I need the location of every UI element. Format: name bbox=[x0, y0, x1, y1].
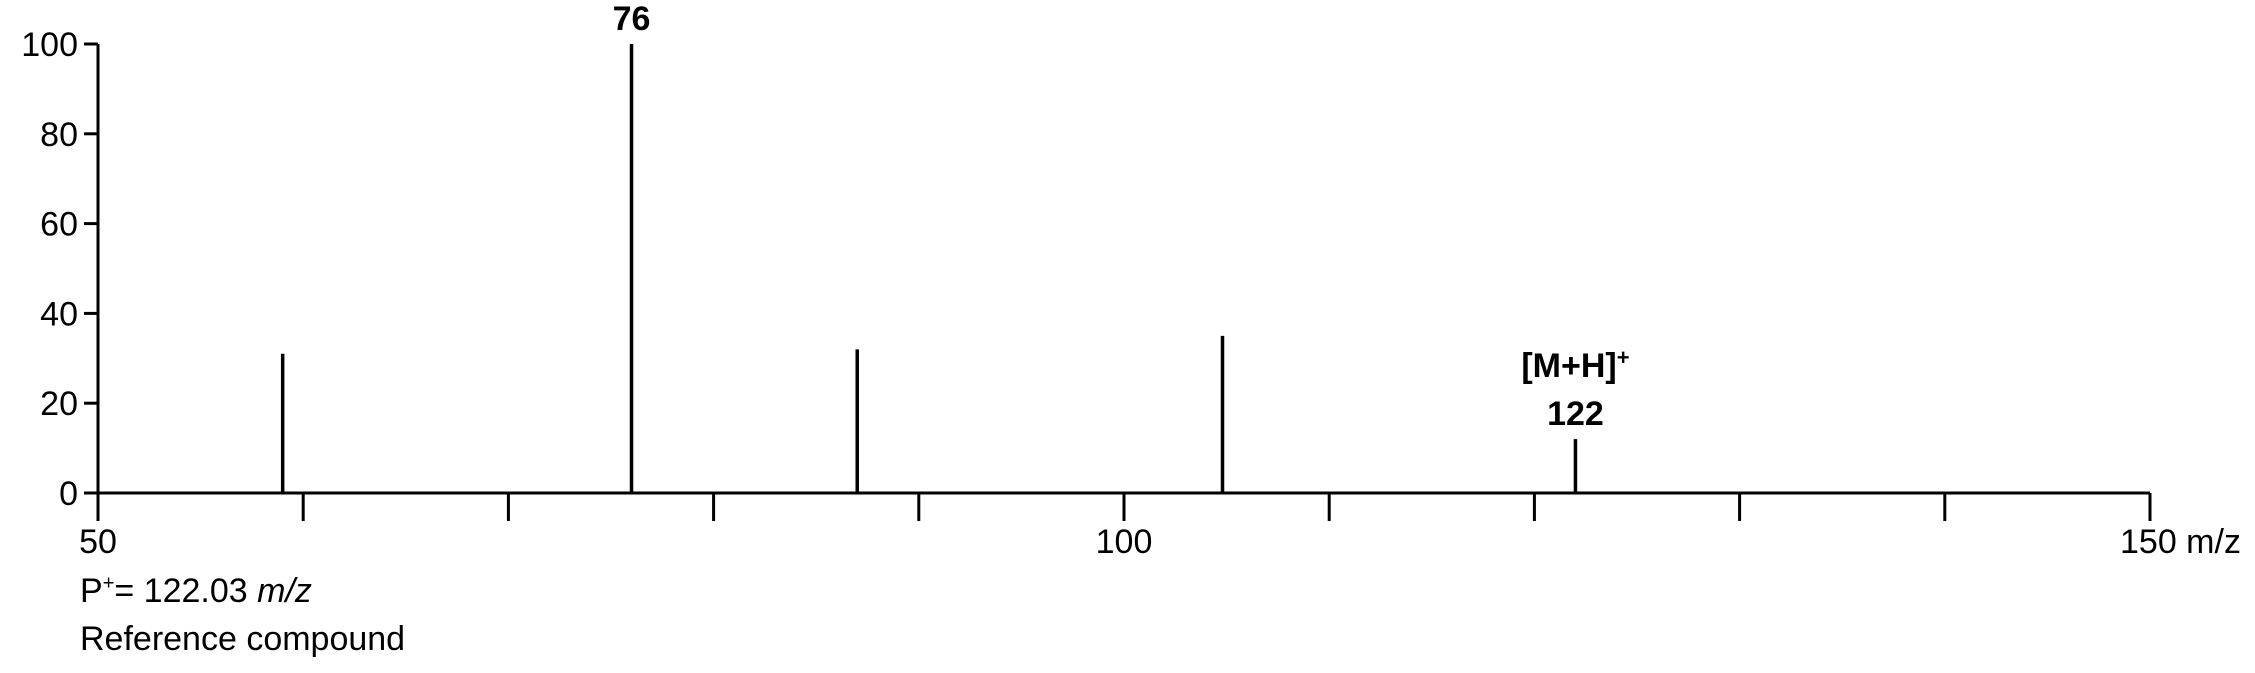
chart-peaks bbox=[280, 44, 1578, 493]
precursor-charge: + bbox=[102, 572, 115, 595]
y-tick-label: 100 bbox=[21, 26, 78, 64]
chart-ticks: 0 20 40 60 80 100 50 100 150 m/z bbox=[21, 26, 2241, 560]
y-tick-label: 20 bbox=[40, 385, 78, 423]
x-tick-label: 100 bbox=[1096, 523, 1153, 560]
y-tick-label: 60 bbox=[40, 206, 78, 244]
peak-label-superscript: + bbox=[1617, 345, 1630, 370]
chart-axes bbox=[96, 44, 2150, 495]
compound-caption: Reference compound bbox=[80, 620, 406, 658]
y-tick-label: 80 bbox=[40, 116, 78, 154]
peak-label: 122 bbox=[1547, 395, 1604, 433]
peak-label: 76 bbox=[613, 0, 651, 38]
x-tick-label: 50 bbox=[79, 523, 117, 560]
chart-labels: 76 [M+H]+ 122 bbox=[613, 0, 1630, 433]
x-tick-label: 150 m/z bbox=[2120, 523, 2241, 560]
mass-spectrum-chart: 0 20 40 60 80 100 50 100 150 m/z 76 [M+H]+ 122 bbox=[21, 0, 2241, 560]
y-tick-label: 40 bbox=[40, 295, 78, 333]
precursor-symbol: P bbox=[80, 572, 103, 610]
precursor-caption: P+= 122.03 m/z bbox=[80, 572, 312, 611]
peak-label: [M+H]+ bbox=[1521, 345, 1629, 385]
precursor-value: = 122.03 bbox=[114, 572, 258, 610]
y-tick-label: 0 bbox=[59, 475, 78, 513]
precursor-unit: m/z bbox=[257, 572, 312, 610]
